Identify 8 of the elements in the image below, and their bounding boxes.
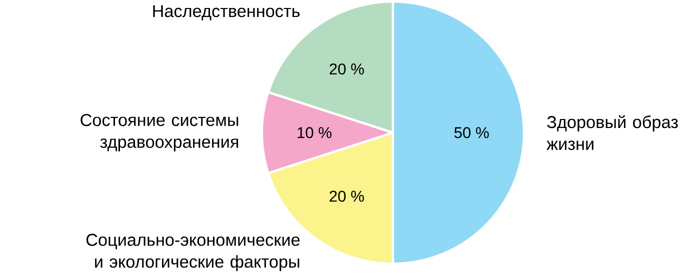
data-label: 20 % [330,190,364,202]
slice-label: Состояние системы здравоохранения [80,114,238,152]
slice-label: Наследственность [153,5,300,20]
data-label: 20 % [330,63,364,74]
slice-label: Социально-экономические и экологические факторы [86,234,300,271]
data-label: 10 % [298,126,332,138]
data-label: 50 % [454,126,489,138]
slice-label: Здоровый образ жизни [546,115,678,150]
